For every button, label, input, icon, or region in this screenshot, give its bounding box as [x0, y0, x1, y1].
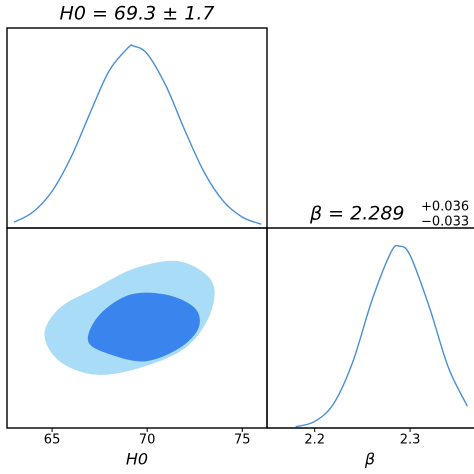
credible-region: [87, 292, 200, 362]
panel-title: H0 = 69.3 ± 1.7: [60, 3, 215, 25]
x-tick-label: 75: [234, 433, 251, 448]
title-superscript: +0.036: [421, 200, 469, 215]
panel-title: β = 2.289: [309, 203, 405, 225]
density-curve: [295, 244, 468, 428]
panel-frame: [6, 27, 268, 229]
panel-frame: [266, 227, 474, 429]
panel: [13, 44, 262, 225]
x-tick-label: 2.2: [304, 433, 325, 448]
x-tick-label: 70: [139, 433, 156, 448]
panel: [44, 260, 215, 375]
x-tick-label: 2.3: [400, 433, 421, 448]
panel: [295, 244, 468, 428]
x-axis-label: β: [364, 450, 375, 469]
x-tick-label: 65: [44, 433, 61, 448]
x-axis-label: H0: [126, 450, 148, 469]
density-curve: [13, 44, 262, 225]
title-subscript: −0.033: [421, 215, 469, 230]
